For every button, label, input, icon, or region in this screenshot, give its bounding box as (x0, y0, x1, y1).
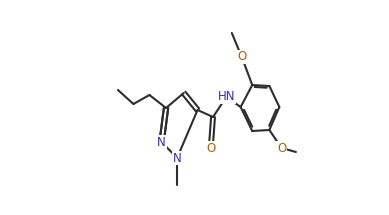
Text: O: O (237, 51, 246, 63)
Text: O: O (277, 141, 286, 155)
Text: N: N (173, 152, 181, 164)
Text: N: N (157, 135, 166, 149)
Text: O: O (206, 141, 216, 155)
Text: HN: HN (217, 91, 235, 103)
